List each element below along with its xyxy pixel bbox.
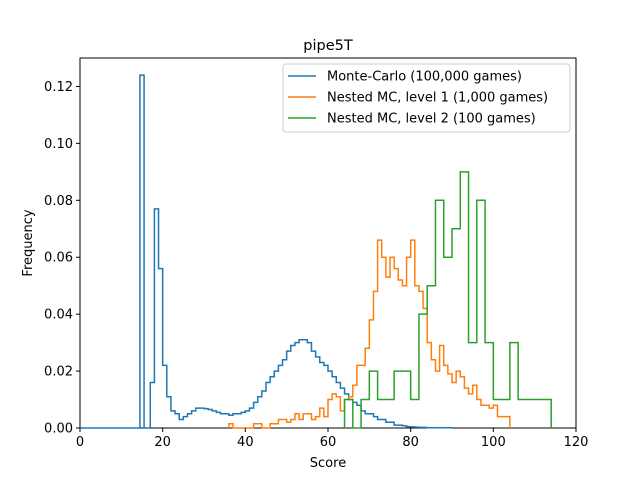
y-axis: 0.00 0.02 0.04 0.06 0.08 0.10 0.12 <box>44 80 80 437</box>
y-tick-label: 0.02 <box>44 365 73 380</box>
series-monte-carlo-line <box>80 74 453 429</box>
x-tick-label: 100 <box>481 435 506 450</box>
legend-box <box>282 63 571 133</box>
x-tick-label: 60 <box>320 435 337 450</box>
legend-label: Nested MC, level 2 (100 games) <box>327 112 536 127</box>
legend-label: Nested MC, level 1 (1,000 games) <box>327 91 548 106</box>
y-tick-label: 0.08 <box>44 194 73 209</box>
x-tick-label: 0 <box>76 435 84 450</box>
legend-label: Monte-Carlo (100,000 games) <box>327 70 522 85</box>
x-tick-label: 20 <box>154 435 171 450</box>
y-tick-label: 0.04 <box>44 308 73 323</box>
x-tick-label: 40 <box>237 435 254 450</box>
y-tick-label: 0.12 <box>44 80 73 95</box>
chart-title: pipe5T <box>303 38 353 54</box>
y-tick-label: 0.10 <box>44 137 73 152</box>
y-axis-label: Frequency <box>21 209 36 276</box>
series-nested-level1-line <box>228 239 511 429</box>
y-tick-label: 0.00 <box>44 422 73 437</box>
series-nested-level2-line <box>343 171 552 429</box>
series-layer <box>80 74 552 429</box>
x-tick-label: 120 <box>564 435 589 450</box>
x-tick-label: 80 <box>402 435 419 450</box>
x-axis-label: Score <box>310 456 346 471</box>
x-axis: 0 20 40 60 80 100 120 <box>76 428 589 450</box>
y-tick-label: 0.06 <box>44 251 73 266</box>
legend: Monte-Carlo (100,000 games) Nested MC, le… <box>282 63 571 133</box>
